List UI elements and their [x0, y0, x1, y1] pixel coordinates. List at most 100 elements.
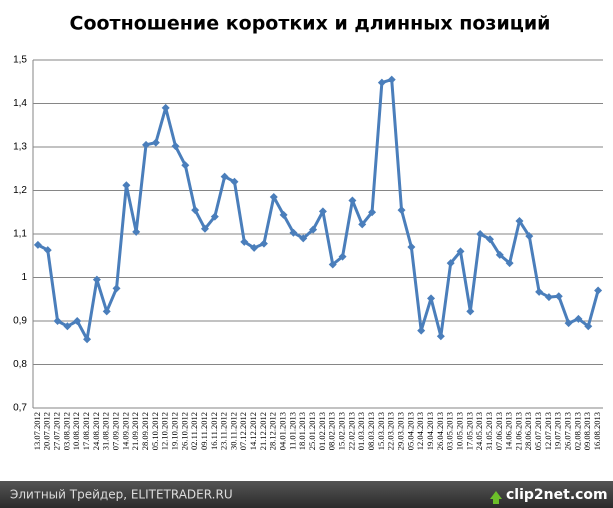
chart-title: Соотношение коротких и длинных позиций [70, 13, 551, 35]
data-point [564, 319, 573, 328]
data-point [171, 142, 180, 151]
x-tick-label: 28.12.2012 [268, 412, 278, 450]
data-point [387, 75, 396, 84]
data-point [151, 138, 160, 147]
data-point [259, 239, 268, 248]
footer-bar [0, 481, 613, 508]
x-tick-label: 04.01.2013 [278, 412, 288, 450]
data-point [240, 237, 249, 246]
data-point [122, 181, 131, 190]
x-tick-label: 12.04.2013 [415, 412, 425, 450]
x-tick-label: 26.10.2012 [179, 412, 189, 450]
x-tick-label: 01.02.2013 [317, 412, 327, 450]
x-tick-label: 19.04.2013 [425, 412, 435, 450]
footer-watermark: clip2net.com [506, 487, 608, 503]
logo-icon [490, 491, 502, 504]
data-point [544, 293, 553, 302]
data-point [466, 307, 475, 316]
data-point [397, 206, 406, 215]
x-tick-label: 09.11.2012 [199, 412, 209, 450]
data-point [456, 247, 465, 256]
x-tick-label: 12.10.2012 [160, 412, 170, 450]
x-tick-label: 27.07.2012 [52, 412, 62, 450]
x-tick-label: 08.03.2013 [366, 412, 376, 450]
footer-source: Элитный Трейдер, ELITETRADER.RU [10, 488, 233, 502]
x-tick-label: 20.07.2012 [42, 412, 52, 450]
x-tick-label: 19.10.2012 [169, 412, 179, 450]
data-point [92, 275, 101, 284]
data-line [37, 78, 600, 341]
x-tick-label: 03.05.2013 [445, 412, 455, 450]
data-point [63, 322, 72, 331]
x-tick-label: 11.01.2013 [287, 412, 297, 450]
x-tick-label: 14.12.2012 [248, 412, 258, 450]
data-point [33, 240, 42, 249]
x-tick-label: 24.08.2012 [91, 412, 101, 450]
data-point [309, 225, 318, 234]
x-tick-label: 07.06.2013 [494, 412, 504, 450]
y-tick-label: 1,4 [13, 98, 27, 109]
data-point [574, 314, 583, 323]
data-point [495, 250, 504, 259]
plot-area: 0,7 0,8 0,9 1 1,1 1,2 1,3 1,4 1,5 13.07.2012 20.07… [13, 55, 603, 450]
y-tick-label: 1 [21, 272, 27, 283]
x-tick-label: 22.02.2013 [346, 412, 356, 450]
data-point [230, 177, 239, 186]
data-point [446, 259, 455, 268]
x-tick-label: 16.11.2012 [209, 412, 219, 450]
data-point [210, 212, 219, 221]
data-point [200, 224, 209, 233]
data-point [417, 326, 426, 335]
data-point [505, 259, 514, 268]
x-tick-label: 09.08.2013 [582, 412, 592, 450]
x-tick-label: 02.08.2013 [572, 412, 582, 450]
x-tick-label: 13.07.2012 [32, 412, 42, 450]
x-tick-label: 08.02.2013 [327, 412, 337, 450]
data-point [358, 220, 367, 229]
x-tick-label: 17.08.2012 [81, 412, 91, 450]
data-point [476, 230, 485, 238]
data-point [289, 228, 298, 237]
data-point [83, 335, 92, 344]
x-tick-label: 10.05.2013 [454, 412, 464, 450]
y-tick-label: 1,1 [13, 229, 27, 240]
y-tick-label: 1,3 [13, 142, 27, 153]
x-tick-label: 21.09.2012 [130, 412, 140, 450]
x-tick-label: 15.02.2013 [337, 412, 347, 450]
x-tick-label: 18.01.2013 [297, 412, 307, 450]
data-point [142, 140, 151, 149]
x-tick-label: 14.06.2013 [504, 412, 514, 450]
x-tick-label: 26.04.2013 [435, 412, 445, 450]
x-tick-label: 30.11.2012 [228, 412, 238, 450]
x-tick-label: 12.07.2013 [543, 412, 553, 450]
data-point [279, 210, 288, 219]
data-point [436, 332, 445, 341]
data-point [427, 294, 436, 303]
data-point [73, 317, 82, 325]
data-point [515, 216, 524, 225]
x-tick-label: 10.08.2012 [71, 412, 81, 450]
data-point [485, 235, 494, 244]
x-tick-label: 01.03.2013 [356, 412, 366, 450]
data-point [348, 196, 357, 205]
x-tick-label: 25.01.2013 [307, 412, 317, 450]
data-point [53, 317, 62, 325]
data-point [43, 246, 52, 255]
x-tick-label: 31.08.2012 [101, 412, 111, 450]
x-tick-label: 21.06.2013 [513, 412, 523, 450]
data-point [584, 322, 593, 331]
x-tick-label: 15.03.2013 [376, 412, 386, 450]
x-tick-label: 24.05.2013 [474, 412, 484, 450]
x-tick-label: 05.07.2013 [533, 412, 543, 450]
data-point [535, 287, 544, 296]
x-tick-label: 03.08.2012 [61, 412, 71, 450]
x-tick-label: 22.03.2013 [386, 412, 396, 450]
data-point [112, 284, 121, 293]
x-tick-label: 19.07.2013 [553, 412, 563, 450]
y-tick-label: 0,9 [13, 316, 27, 327]
y-tick-label: 1,2 [13, 185, 27, 196]
data-point [102, 307, 111, 316]
x-tick-label: 05.04.2013 [405, 412, 415, 450]
x-tick-label: 29.03.2013 [395, 412, 405, 450]
x-tick-label: 31.05.2013 [484, 412, 494, 450]
